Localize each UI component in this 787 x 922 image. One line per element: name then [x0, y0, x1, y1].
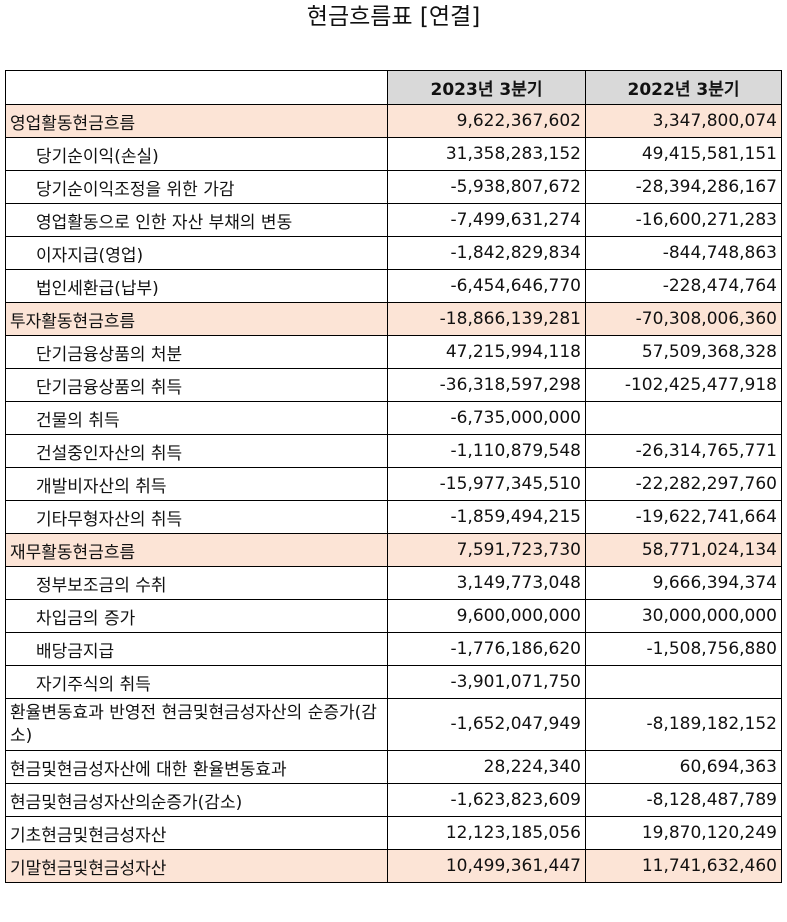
value-2023q3: 3,149,773,048 — [387, 566, 586, 600]
row-label: 영업활동현금흐름 — [5, 104, 388, 138]
value-2023q3: 47,215,994,118 — [387, 335, 586, 369]
table-row: 기타무형자산의 취득 -1,859,494,215 -19,622,741,664 — [5, 500, 782, 534]
value-2022q3: 9,666,394,374 — [585, 566, 782, 600]
table-row: 현금및현금성자산에 대한 환율변동효과 28,224,340 60,694,363 — [5, 750, 782, 784]
value-2022q3: -102,425,477,918 — [585, 368, 782, 402]
value-2022q3: -228,474,764 — [585, 269, 782, 303]
row-label: 개발비자산의 취득 — [5, 467, 388, 501]
table-row: 환율변동효과 반영전 현금및현금성자산의 순증가(감소) -1,652,047,9… — [5, 698, 782, 751]
value-2022q3: 57,509,368,328 — [585, 335, 782, 369]
row-label: 건설중인자산의 취득 — [5, 434, 388, 468]
row-label: 차입금의 증가 — [5, 599, 388, 633]
header-blank-cell — [5, 70, 388, 105]
row-label: 현금및현금성자산에 대한 환율변동효과 — [5, 750, 388, 784]
table-row: 단기금융상품의 처분 47,215,994,118 57,509,368,328 — [5, 335, 782, 369]
table-row: 기말현금및현금성자산 10,499,361,447 11,741,632,460 — [5, 849, 782, 883]
row-label: 재무활동현금흐름 — [5, 533, 388, 567]
value-2022q3: -8,128,487,789 — [585, 783, 782, 817]
row-label: 이자지급(영업) — [5, 236, 388, 270]
value-2023q3: -7,499,631,274 — [387, 203, 586, 237]
table-header-row: 2023년 3분기 2022년 3분기 — [5, 70, 782, 105]
table-row: 정부보조금의 수취 3,149,773,048 9,666,394,374 — [5, 566, 782, 600]
table-row: 현금및현금성자산의순증가(감소) -1,623,823,609 -8,128,487… — [5, 783, 782, 817]
value-2022q3: -26,314,765,771 — [585, 434, 782, 468]
table-row: 단기금융상품의 취득 -36,318,597,298 -102,425,477,91… — [5, 368, 782, 402]
value-2022q3: 3,347,800,074 — [585, 104, 782, 138]
row-label: 정부보조금의 수취 — [5, 566, 388, 600]
value-2022q3: -70,308,006,360 — [585, 302, 782, 336]
value-2023q3: -5,938,807,672 — [387, 170, 586, 204]
value-2022q3: 49,415,581,151 — [585, 137, 782, 171]
value-2022q3: 19,870,120,249 — [585, 816, 782, 850]
table-row: 배당금지급 -1,776,186,620 -1,508,756,880 — [5, 632, 782, 666]
value-2023q3: -36,318,597,298 — [387, 368, 586, 402]
value-2022q3: 11,741,632,460 — [585, 849, 782, 883]
table-row: 당기순이익(손실) 31,358,283,152 49,415,581,151 — [5, 137, 782, 171]
value-2022q3: 30,000,000,000 — [585, 599, 782, 633]
row-label: 기말현금및현금성자산 — [5, 849, 388, 883]
row-label: 배당금지급 — [5, 632, 388, 666]
value-2023q3: 28,224,340 — [387, 750, 586, 784]
table-row: 영업활동현금흐름 9,622,367,602 3,347,800,074 — [5, 104, 782, 138]
table-row: 차입금의 증가 9,600,000,000 30,000,000,000 — [5, 599, 782, 633]
row-label: 환율변동효과 반영전 현금및현금성자산의 순증가(감소) — [5, 698, 388, 751]
table-row: 영업활동으로 인한 자산 부채의 변동 -7,499,631,274 -16,600… — [5, 203, 782, 237]
row-label: 기초현금및현금성자산 — [5, 816, 388, 850]
row-label: 법인세환급(납부) — [5, 269, 388, 303]
value-2022q3: -19,622,741,664 — [585, 500, 782, 534]
table-row: 투자활동현금흐름 -18,866,139,281 -70,308,006,360 — [5, 302, 782, 336]
table-row: 자기주식의 취득 -3,901,071,750 — [5, 665, 782, 699]
row-label: 당기순이익조정을 위한 가감 — [5, 170, 388, 204]
row-label: 당기순이익(손실) — [5, 137, 388, 171]
value-2023q3: -1,110,879,548 — [387, 434, 586, 468]
page-title: 현금흐름표 [연결] — [306, 4, 481, 30]
table-row: 당기순이익조정을 위한 가감 -5,938,807,672 -28,394,286,… — [5, 170, 782, 204]
value-2022q3 — [585, 401, 782, 435]
value-2023q3: -1,652,047,949 — [387, 698, 586, 751]
value-2023q3: -3,901,071,750 — [387, 665, 586, 699]
row-label: 기타무형자산의 취득 — [5, 500, 388, 534]
table-row: 재무활동현금흐름 7,591,723,730 58,771,024,134 — [5, 533, 782, 567]
value-2022q3: -28,394,286,167 — [585, 170, 782, 204]
value-2022q3: -1,508,756,880 — [585, 632, 782, 666]
value-2023q3: 9,600,000,000 — [387, 599, 586, 633]
row-label: 단기금융상품의 처분 — [5, 335, 388, 369]
row-label: 영업활동으로 인한 자산 부채의 변동 — [5, 203, 388, 237]
value-2023q3: -6,735,000,000 — [387, 401, 586, 435]
table-row: 건물의 취득 -6,735,000,000 — [5, 401, 782, 435]
value-2022q3 — [585, 665, 782, 699]
table-row: 건설중인자산의 취득 -1,110,879,548 -26,314,765,771 — [5, 434, 782, 468]
table-row: 개발비자산의 취득 -15,977,345,510 -22,282,297,760 — [5, 467, 782, 501]
value-2023q3: -1,623,823,609 — [387, 783, 586, 817]
value-2023q3: -6,454,646,770 — [387, 269, 586, 303]
row-label: 자기주식의 취득 — [5, 665, 388, 699]
value-2022q3: -8,189,182,152 — [585, 698, 782, 751]
row-label: 단기금융상품의 취득 — [5, 368, 388, 402]
table-row: 이자지급(영업) -1,842,829,834 -844,748,863 — [5, 236, 782, 270]
column-header-2022q3: 2022년 3분기 — [585, 70, 782, 105]
value-2023q3: 31,358,283,152 — [387, 137, 586, 171]
value-2022q3: -22,282,297,760 — [585, 467, 782, 501]
value-2022q3: -16,600,271,283 — [585, 203, 782, 237]
value-2023q3: 10,499,361,447 — [387, 849, 586, 883]
value-2023q3: -1,859,494,215 — [387, 500, 586, 534]
table-row: 기초현금및현금성자산 12,123,185,056 19,870,120,249 — [5, 816, 782, 850]
value-2023q3: -1,842,829,834 — [387, 236, 586, 270]
value-2023q3: 7,591,723,730 — [387, 533, 586, 567]
value-2023q3: -1,776,186,620 — [387, 632, 586, 666]
row-label: 투자활동현금흐름 — [5, 302, 388, 336]
value-2023q3: 12,123,185,056 — [387, 816, 586, 850]
value-2022q3: -844,748,863 — [585, 236, 782, 270]
value-2022q3: 60,694,363 — [585, 750, 782, 784]
cash-flow-table: 2023년 3분기 2022년 3분기 영업활동현금흐름 9,622,367,60… — [5, 70, 782, 883]
value-2023q3: 9,622,367,602 — [387, 104, 586, 138]
value-2023q3: -15,977,345,510 — [387, 467, 586, 501]
row-label: 현금및현금성자산의순증가(감소) — [5, 783, 388, 817]
column-header-2023q3: 2023년 3분기 — [387, 70, 586, 105]
value-2022q3: 58,771,024,134 — [585, 533, 782, 567]
table-row: 법인세환급(납부) -6,454,646,770 -228,474,764 — [5, 269, 782, 303]
value-2023q3: -18,866,139,281 — [387, 302, 586, 336]
row-label: 건물의 취득 — [5, 401, 388, 435]
